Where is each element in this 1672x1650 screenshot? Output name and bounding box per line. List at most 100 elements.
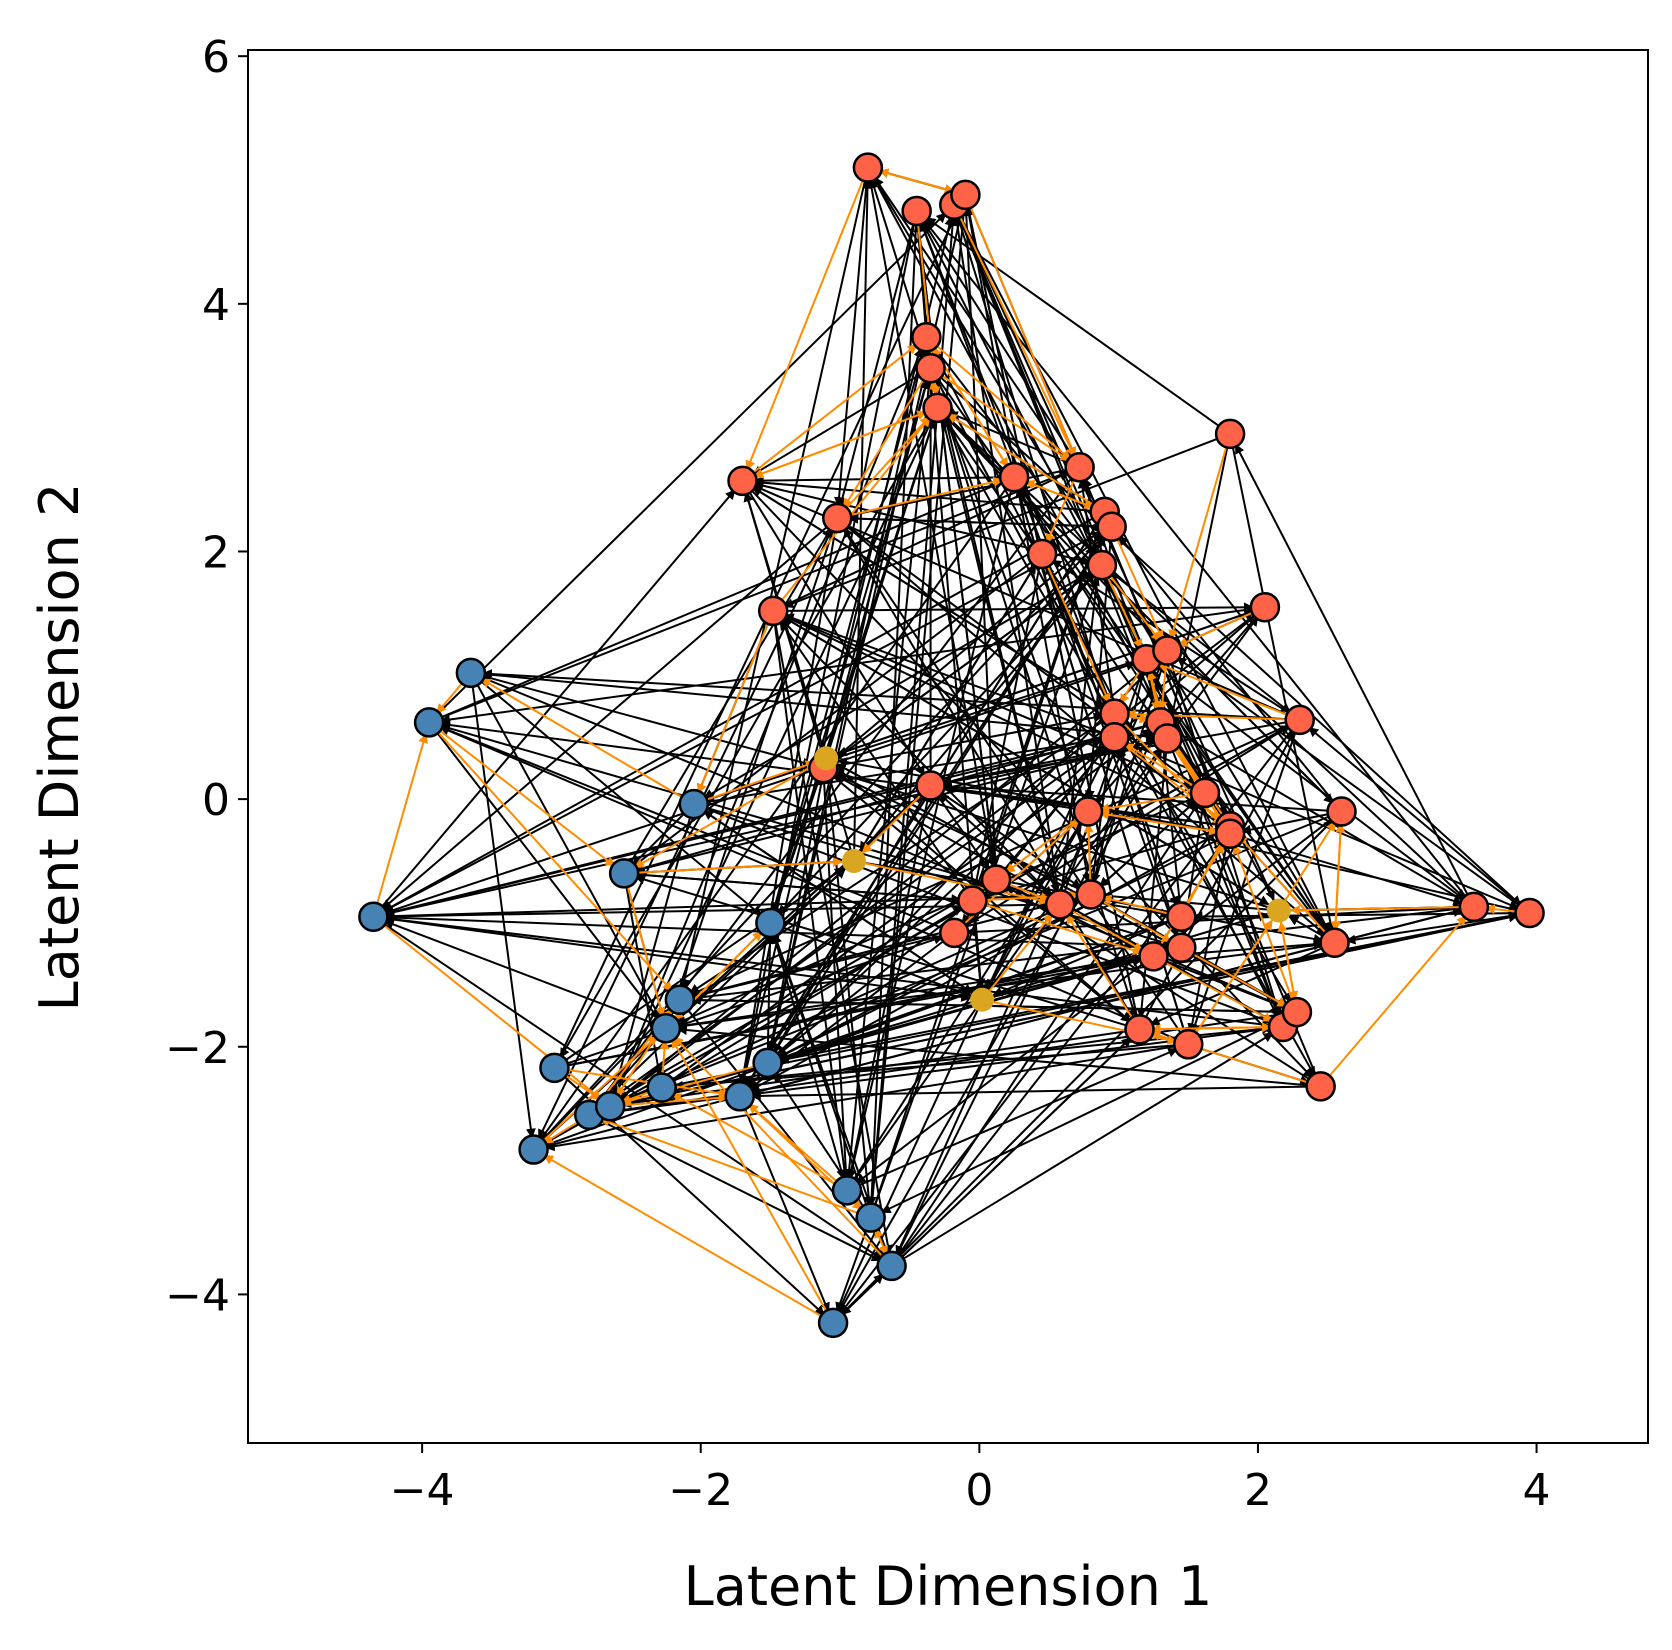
edge <box>853 178 873 850</box>
edge <box>629 527 832 864</box>
data-point <box>1064 452 1095 483</box>
data-point <box>1305 1071 1336 1102</box>
edge <box>1157 733 1182 905</box>
edge <box>901 1032 1274 1261</box>
edge <box>1334 822 1346 931</box>
data-point <box>852 152 884 183</box>
data-point <box>1072 796 1104 827</box>
data-point <box>755 907 786 939</box>
edge <box>677 940 1324 1028</box>
edge <box>865 862 1050 905</box>
edge <box>610 815 692 1096</box>
data-point <box>939 917 970 949</box>
edge <box>878 168 955 193</box>
edge <box>381 525 829 910</box>
edge <box>704 653 1157 803</box>
edge <box>1177 611 1255 647</box>
edge <box>958 215 1076 458</box>
data-point <box>1214 818 1246 850</box>
data-point <box>358 901 389 933</box>
edge <box>769 348 927 1052</box>
data-point <box>594 1090 626 1122</box>
edge <box>704 760 816 802</box>
edge <box>1150 1024 1272 1035</box>
edge <box>541 1007 673 1142</box>
edge <box>599 1119 882 1262</box>
data-point <box>646 1072 677 1103</box>
data-point <box>1166 932 1197 963</box>
edge <box>832 571 1094 762</box>
edge <box>673 1036 885 1258</box>
edge <box>1046 564 1111 704</box>
y-tick-label: 4 <box>202 280 230 331</box>
edge <box>1163 961 1274 1023</box>
data-point <box>855 1202 886 1233</box>
edge <box>686 1008 885 1258</box>
edge <box>1231 445 1336 932</box>
data-point <box>1026 538 1058 570</box>
edge <box>745 178 865 471</box>
edge <box>925 217 1221 428</box>
edge <box>983 903 1143 955</box>
edge <box>1098 793 1194 814</box>
data-point <box>1458 891 1490 923</box>
data-point <box>1075 879 1107 910</box>
edge <box>542 1120 580 1145</box>
edge <box>782 616 1270 906</box>
edge <box>659 1039 670 1076</box>
edge <box>822 780 851 1180</box>
edge <box>964 205 1139 1018</box>
edge <box>1070 909 1144 952</box>
data-point <box>608 858 640 889</box>
x-tick-label: 4 <box>1523 1465 1551 1516</box>
edge <box>855 818 1333 1184</box>
edge <box>743 491 852 850</box>
edge <box>1100 899 1172 943</box>
data-point <box>1096 511 1127 542</box>
edge <box>702 809 973 994</box>
edge <box>957 215 1280 1017</box>
edge <box>1123 742 1196 788</box>
edge <box>475 682 662 1019</box>
y-tick-label: −2 <box>165 1023 230 1074</box>
edge <box>385 917 972 1002</box>
edge <box>969 205 1077 458</box>
edge <box>1108 574 1161 642</box>
edge <box>776 907 964 1057</box>
edge <box>621 1030 1128 1109</box>
edge <box>943 416 1162 730</box>
edge <box>952 215 1060 893</box>
edge <box>932 346 1096 557</box>
edge <box>1020 486 1329 934</box>
edge <box>874 1227 888 1256</box>
edge <box>382 516 1095 912</box>
points-layer <box>358 152 1545 1339</box>
edge <box>1284 820 1336 901</box>
edge <box>1173 616 1259 730</box>
edge <box>783 613 1104 734</box>
edge <box>751 486 1105 709</box>
edge <box>750 1085 1309 1101</box>
edge <box>939 791 1082 889</box>
edge <box>436 212 947 715</box>
edge <box>1232 844 1294 1002</box>
edge <box>1083 822 1094 883</box>
edge <box>753 475 1003 486</box>
edge <box>934 344 1072 461</box>
edge <box>1106 575 1143 650</box>
edges-layer <box>375 168 1522 1318</box>
edge <box>1234 443 1470 897</box>
data-point <box>455 657 487 689</box>
edge <box>1101 894 1170 915</box>
edge <box>932 378 1085 801</box>
edge <box>543 1154 824 1318</box>
data-point <box>915 352 946 384</box>
data-point <box>901 195 932 227</box>
data-point <box>1086 549 1118 581</box>
data-point <box>1249 591 1281 623</box>
edge <box>635 738 1157 872</box>
edge <box>633 763 817 869</box>
data-point <box>831 1175 863 1206</box>
edge <box>436 730 673 992</box>
